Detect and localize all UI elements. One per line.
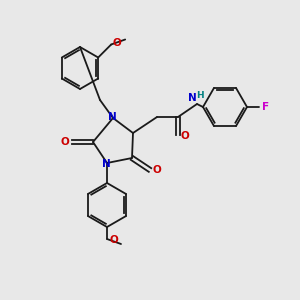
Text: N: N bbox=[108, 112, 116, 122]
Text: F: F bbox=[262, 102, 270, 112]
Text: N: N bbox=[188, 93, 196, 103]
Text: O: O bbox=[110, 235, 118, 245]
Text: O: O bbox=[113, 38, 122, 49]
Text: O: O bbox=[153, 165, 161, 175]
Text: N: N bbox=[102, 159, 110, 169]
Text: O: O bbox=[61, 137, 69, 147]
Text: O: O bbox=[181, 131, 189, 141]
Text: H: H bbox=[196, 92, 204, 100]
